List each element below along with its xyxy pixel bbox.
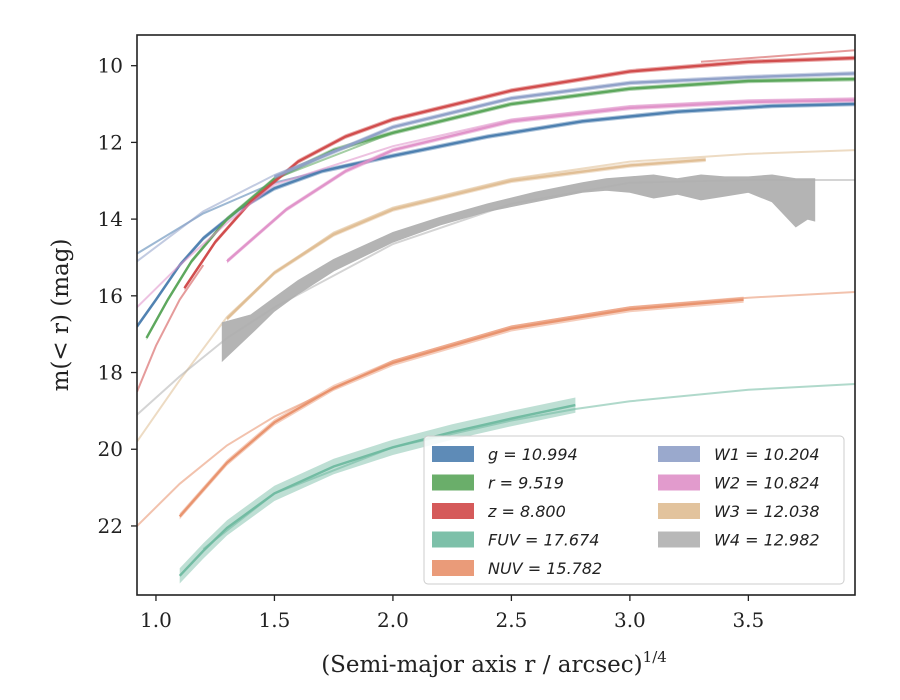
x-tick-label: 1.0	[140, 608, 172, 632]
legend-swatch-nuv	[432, 560, 474, 576]
series-nuv-model-line	[137, 291, 855, 527]
series-z-model-line	[700, 49, 855, 63]
legend-label-nuv: NUV = 15.782	[488, 559, 602, 578]
legend-label-w3: W3 = 12.038	[714, 502, 820, 521]
legend-swatch-w2	[658, 474, 700, 491]
series-nuv-band	[179, 296, 744, 520]
x-tick-label: 3.5	[732, 608, 764, 632]
legend-label-w1: W1 = 10.204	[714, 445, 820, 464]
series-w1-line	[273, 72, 855, 179]
series-w3-model-line	[137, 149, 855, 443]
x-axis-label: (Semi-major axis r / arcsec)1/4	[321, 648, 667, 678]
y-tick-label: 14	[98, 207, 123, 231]
y-tick-label: 18	[98, 361, 123, 385]
series-z-model-line	[137, 264, 205, 393]
legend-label-w4: W4 = 12.982	[714, 531, 820, 550]
legend-swatch-w3	[658, 503, 700, 519]
y-axis-label: m(< r) (mag)	[48, 239, 74, 392]
series-w1-band	[274, 71, 855, 180]
x-axis: 1.0 1.5 2.0 2.5 3.0 3.5	[140, 595, 764, 632]
legend-item-w1: W1 = 10.204	[658, 445, 820, 464]
legend-label-g: g = 10.994	[488, 445, 578, 464]
legend-item-fuv: FUV = 17.674	[432, 531, 599, 550]
legend-swatch-fuv	[432, 531, 474, 548]
y-tick-label: 12	[98, 130, 123, 154]
series-fuv-band	[179, 397, 576, 584]
legend-swatch-w4	[658, 531, 700, 548]
series-w4-band	[221, 174, 816, 363]
legend-swatch-z	[432, 503, 474, 519]
series-w3-band	[227, 157, 706, 322]
legend-swatch-g	[432, 446, 474, 462]
legend: g = 10.994 r = 9.519 z = 8.800 FUV = 17.674…	[423, 435, 845, 585]
plot-area	[137, 49, 855, 584]
legend-item-w3: W3 = 12.038	[658, 502, 820, 521]
series-fuv-line	[178, 403, 576, 577]
x-axis-label-text: (Semi-major axis r / arcsec)	[321, 652, 642, 678]
legend-item-w4: W4 = 12.982	[658, 531, 820, 550]
legend-item-g: g = 10.994	[432, 445, 578, 464]
x-tick-label: 2.0	[377, 608, 409, 632]
legend-swatch-w1	[658, 446, 700, 462]
legend-item-nuv: NUV = 15.782	[432, 559, 602, 578]
x-tick-label: 2.5	[495, 608, 527, 632]
series-z-line	[183, 56, 855, 289]
legend-label-z: z = 8.800	[487, 502, 566, 521]
series-w2-line	[226, 99, 855, 263]
legend-swatch-r	[432, 474, 474, 491]
axes-frame	[136, 34, 856, 596]
plot-frame	[136, 34, 856, 596]
legend-label-w2: W2 = 10.824	[714, 474, 820, 493]
legend-item-w2: W2 = 10.824	[658, 474, 820, 493]
legend-label-fuv: FUV = 17.674	[488, 531, 599, 550]
y-tick-label: 10	[98, 54, 123, 78]
x-tick-label: 3.0	[614, 608, 646, 632]
legend-box	[423, 435, 845, 585]
x-axis-label-superscript: 1/4	[643, 648, 667, 666]
x-tick-label: 1.5	[259, 608, 291, 632]
legend-label-r: r = 9.519	[488, 474, 564, 493]
series-w2-model-line	[137, 97, 855, 309]
legend-item-z: z = 8.800	[432, 502, 566, 521]
series-w3-line	[226, 158, 706, 320]
y-tick-label: 20	[98, 437, 123, 461]
y-axis: 10 12 14 16 18 20 22	[98, 54, 137, 538]
legend-item-r: r = 9.519	[432, 474, 564, 493]
y-tick-label: 22	[98, 514, 123, 538]
series-nuv-line	[178, 298, 744, 518]
y-tick-label: 16	[98, 284, 123, 308]
